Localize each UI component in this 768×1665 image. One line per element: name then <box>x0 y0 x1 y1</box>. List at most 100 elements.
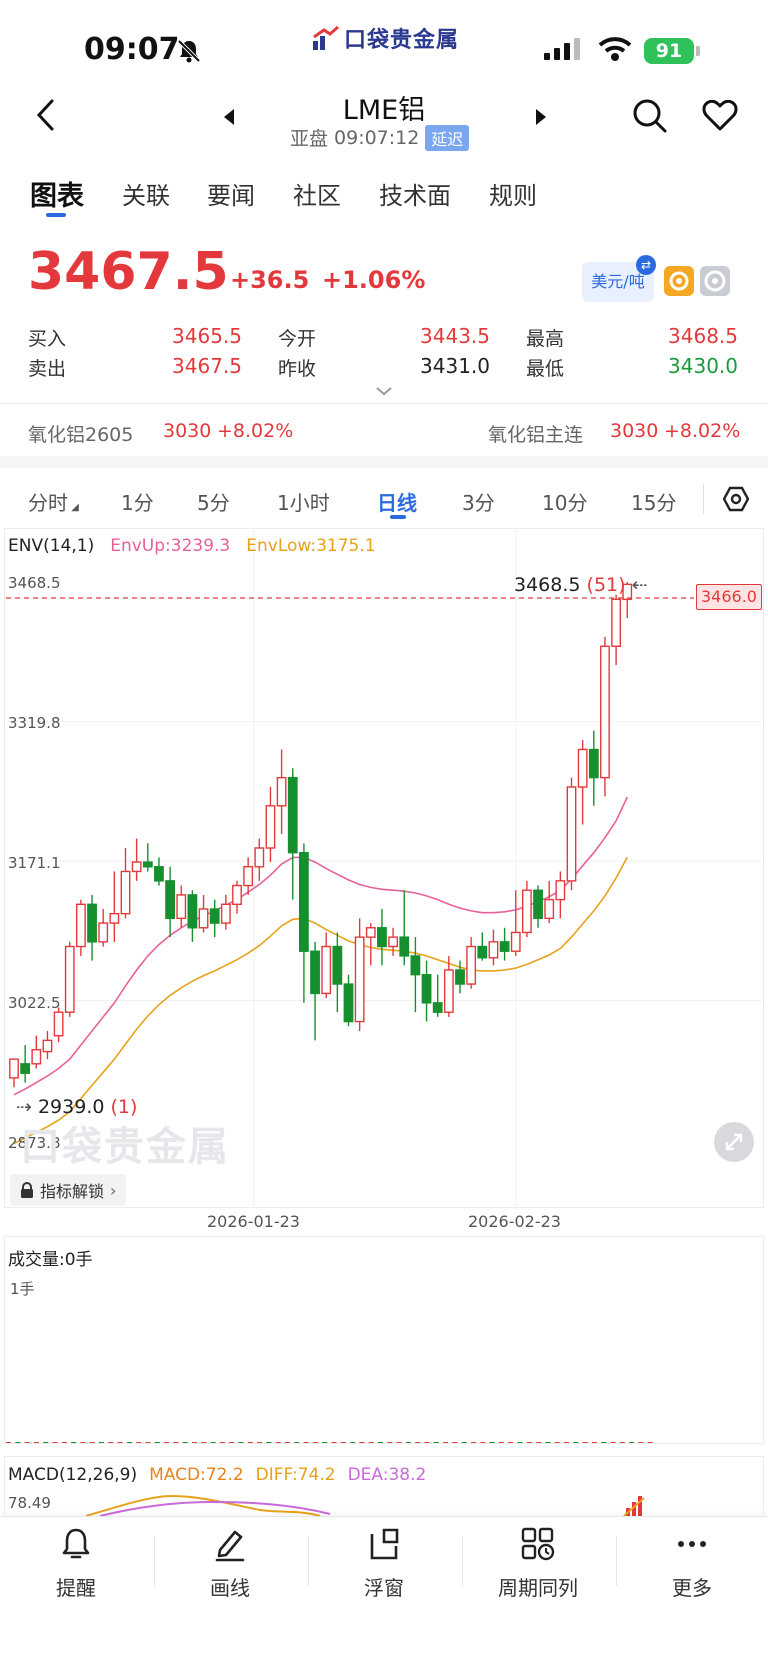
candle <box>443 969 454 1013</box>
candle <box>198 908 209 929</box>
bell-off-icon <box>177 39 201 63</box>
period-tab-5min[interactable]: 5分 <box>197 491 230 515</box>
candle <box>455 969 465 985</box>
arrow-left-icon: ⇠ <box>631 574 648 596</box>
float-window-icon <box>370 1528 399 1560</box>
candle <box>488 941 499 959</box>
chevron-right-icon: › <box>110 1180 117 1200</box>
period-tab-15min[interactable]: 15分 <box>631 491 677 515</box>
tab-technical[interactable]: 技术面 <box>379 182 451 210</box>
tab-community[interactable]: 社区 <box>293 182 341 210</box>
alert-shortcut-button[interactable] <box>664 266 694 296</box>
float-window-button[interactable]: 浮窗 <box>329 1526 439 1601</box>
ask-value: 3467.5 <box>172 354 242 378</box>
chart-settings-icon[interactable] <box>723 486 749 512</box>
draw-line-button[interactable]: 画线 <box>175 1526 285 1601</box>
more-button[interactable]: 更多 <box>637 1526 747 1601</box>
candle <box>165 880 175 920</box>
candle <box>299 851 309 952</box>
logo-arrow-icon <box>313 25 339 50</box>
next-instrument-icon[interactable] <box>534 108 548 126</box>
fullscreen-button[interactable] <box>714 1122 754 1162</box>
pencil-icon <box>215 1530 245 1562</box>
last-price: 3467.5 <box>28 242 229 302</box>
tab-chart[interactable]: 图表 <box>30 181 84 212</box>
tab-rules[interactable]: 规则 <box>489 182 537 210</box>
period-tab-3min[interactable]: 3分 <box>462 491 495 515</box>
candle <box>588 748 599 779</box>
candle <box>410 955 421 976</box>
tab-related[interactable]: 关联 <box>122 182 170 210</box>
tool-shortcut-button[interactable] <box>700 266 730 296</box>
app-logo: 口袋贵金属 <box>312 22 459 54</box>
section-gap <box>0 456 768 468</box>
unlock-indicator-button[interactable]: 指标解锁 › <box>10 1174 127 1206</box>
macd-indicator-name: MACD(12,26,9) <box>8 1465 138 1485</box>
candle <box>176 894 187 920</box>
candle <box>477 945 488 959</box>
period-active-indicator <box>390 515 406 519</box>
favorite-heart-icon[interactable] <box>702 100 738 132</box>
divider <box>308 1536 309 1586</box>
expand-icon <box>725 1133 743 1151</box>
candle <box>522 889 532 934</box>
divider <box>616 1536 617 1586</box>
candle <box>577 748 588 788</box>
search-icon[interactable] <box>632 98 668 134</box>
tab-news[interactable]: 要闻 <box>207 182 255 210</box>
prev-instrument-icon[interactable] <box>222 108 236 126</box>
divider <box>154 1536 155 1586</box>
prev-close-value: 3431.0 <box>420 354 490 378</box>
macd-panel[interactable] <box>4 1456 764 1520</box>
linked-right-name[interactable]: 氧化铝主连 <box>488 424 584 446</box>
linked-left-name[interactable]: 氧化铝2605 <box>28 424 134 446</box>
candle <box>276 776 287 807</box>
lock-icon <box>21 1182 33 1198</box>
period-tab-10min[interactable]: 10分 <box>542 491 588 515</box>
kline-chart-area[interactable] <box>4 528 764 1208</box>
candle <box>254 847 265 868</box>
candle <box>265 805 276 849</box>
low-label: 最低 <box>526 358 565 380</box>
env-low-value: EnvLow:3175.1 <box>246 536 376 556</box>
signal-icon <box>544 38 580 60</box>
divider <box>462 1536 463 1586</box>
y-axis-tick: 3171.1 <box>8 854 61 872</box>
remind-button[interactable]: 提醒 <box>21 1526 131 1601</box>
wifi-icon <box>598 37 632 61</box>
linked-right-price: 3030 <box>610 420 659 442</box>
grid-clock-icon <box>521 1527 555 1561</box>
swap-icon[interactable]: ⇄ <box>636 255 656 275</box>
chevron-down-icon[interactable] <box>375 386 393 396</box>
y-axis-tick: 3319.8 <box>8 714 61 732</box>
volume-panel[interactable] <box>4 1236 764 1444</box>
back-arrow-icon[interactable] <box>36 98 56 132</box>
env-up-line <box>13 796 629 1096</box>
y-axis-tick: 2873.8 <box>8 1134 61 1152</box>
open-label: 今开 <box>278 328 317 350</box>
period-tab-1min[interactable]: 1分 <box>121 491 154 515</box>
candle <box>510 931 521 952</box>
candle <box>388 936 398 948</box>
period-tab-timeshare[interactable]: 分时 ◢ <box>28 487 79 516</box>
y-axis-tick: 3022.5 <box>8 994 61 1012</box>
candle <box>533 889 543 920</box>
candle <box>109 912 120 924</box>
candle <box>53 1011 64 1037</box>
candle <box>399 936 410 957</box>
x-axis-date: 2026-01-23 <box>207 1212 300 1231</box>
current-price-tag: 3466.0 <box>696 584 762 610</box>
volume-scale: 1手 <box>10 1280 35 1298</box>
period-tab-1hour[interactable]: 1小时 <box>277 491 330 515</box>
ask-label: 卖出 <box>28 358 67 380</box>
period-tab-daily[interactable]: 日线 <box>377 491 417 515</box>
price-change: +36.5 <box>230 266 310 294</box>
linked-right-percent: +8.02% <box>664 420 741 442</box>
candle <box>120 870 131 915</box>
candle <box>466 945 477 985</box>
candle <box>611 598 622 647</box>
candle <box>87 903 97 943</box>
period-sync-button[interactable]: 周期同列 <box>483 1526 593 1601</box>
candle <box>544 898 555 920</box>
